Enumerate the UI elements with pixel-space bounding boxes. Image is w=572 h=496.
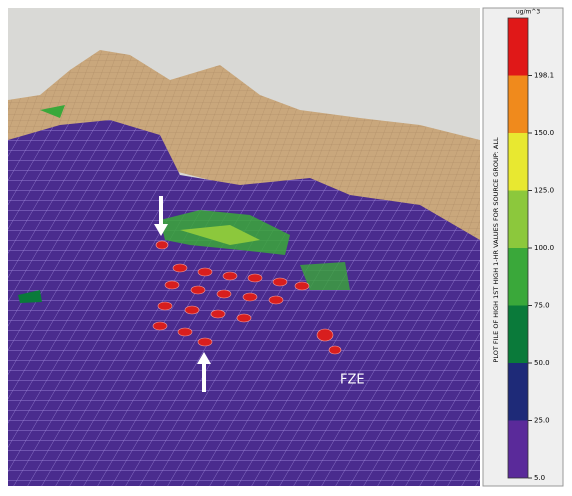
color-band — [508, 191, 528, 249]
color-band — [508, 363, 528, 421]
scene-label: FZE — [340, 373, 365, 388]
legend-panel: ug/m^3 PLOT FILE OF HIGH 1ST HIGH 1-HR V… — [483, 8, 563, 486]
screenshot: FZE ug/m^3 PLOT FILE OF HIGH 1ST HIGH 1-… — [0, 0, 572, 492]
tick-label: 125.0 — [534, 187, 554, 195]
legend-title: PLOT FILE OF HIGH 1ST HIGH 1-HR VALUES F… — [492, 137, 500, 363]
tick-label: 150.0 — [534, 129, 554, 137]
color-band — [508, 133, 528, 191]
color-band — [508, 248, 528, 306]
tick-label: 100.0 — [534, 244, 554, 252]
color-band — [508, 421, 528, 479]
scene: FZE — [8, 8, 480, 486]
tick-label: 5.0 — [534, 474, 545, 482]
tick-label: 75.0 — [534, 302, 550, 310]
legend-unit: ug/m^3 — [516, 9, 541, 16]
color-band — [508, 18, 528, 76]
color-band — [508, 306, 528, 364]
tick-label: 25.0 — [534, 417, 550, 425]
color-band — [508, 76, 528, 134]
tick-label: 50.0 — [534, 359, 550, 367]
tick-label: 198.1 — [534, 72, 554, 80]
